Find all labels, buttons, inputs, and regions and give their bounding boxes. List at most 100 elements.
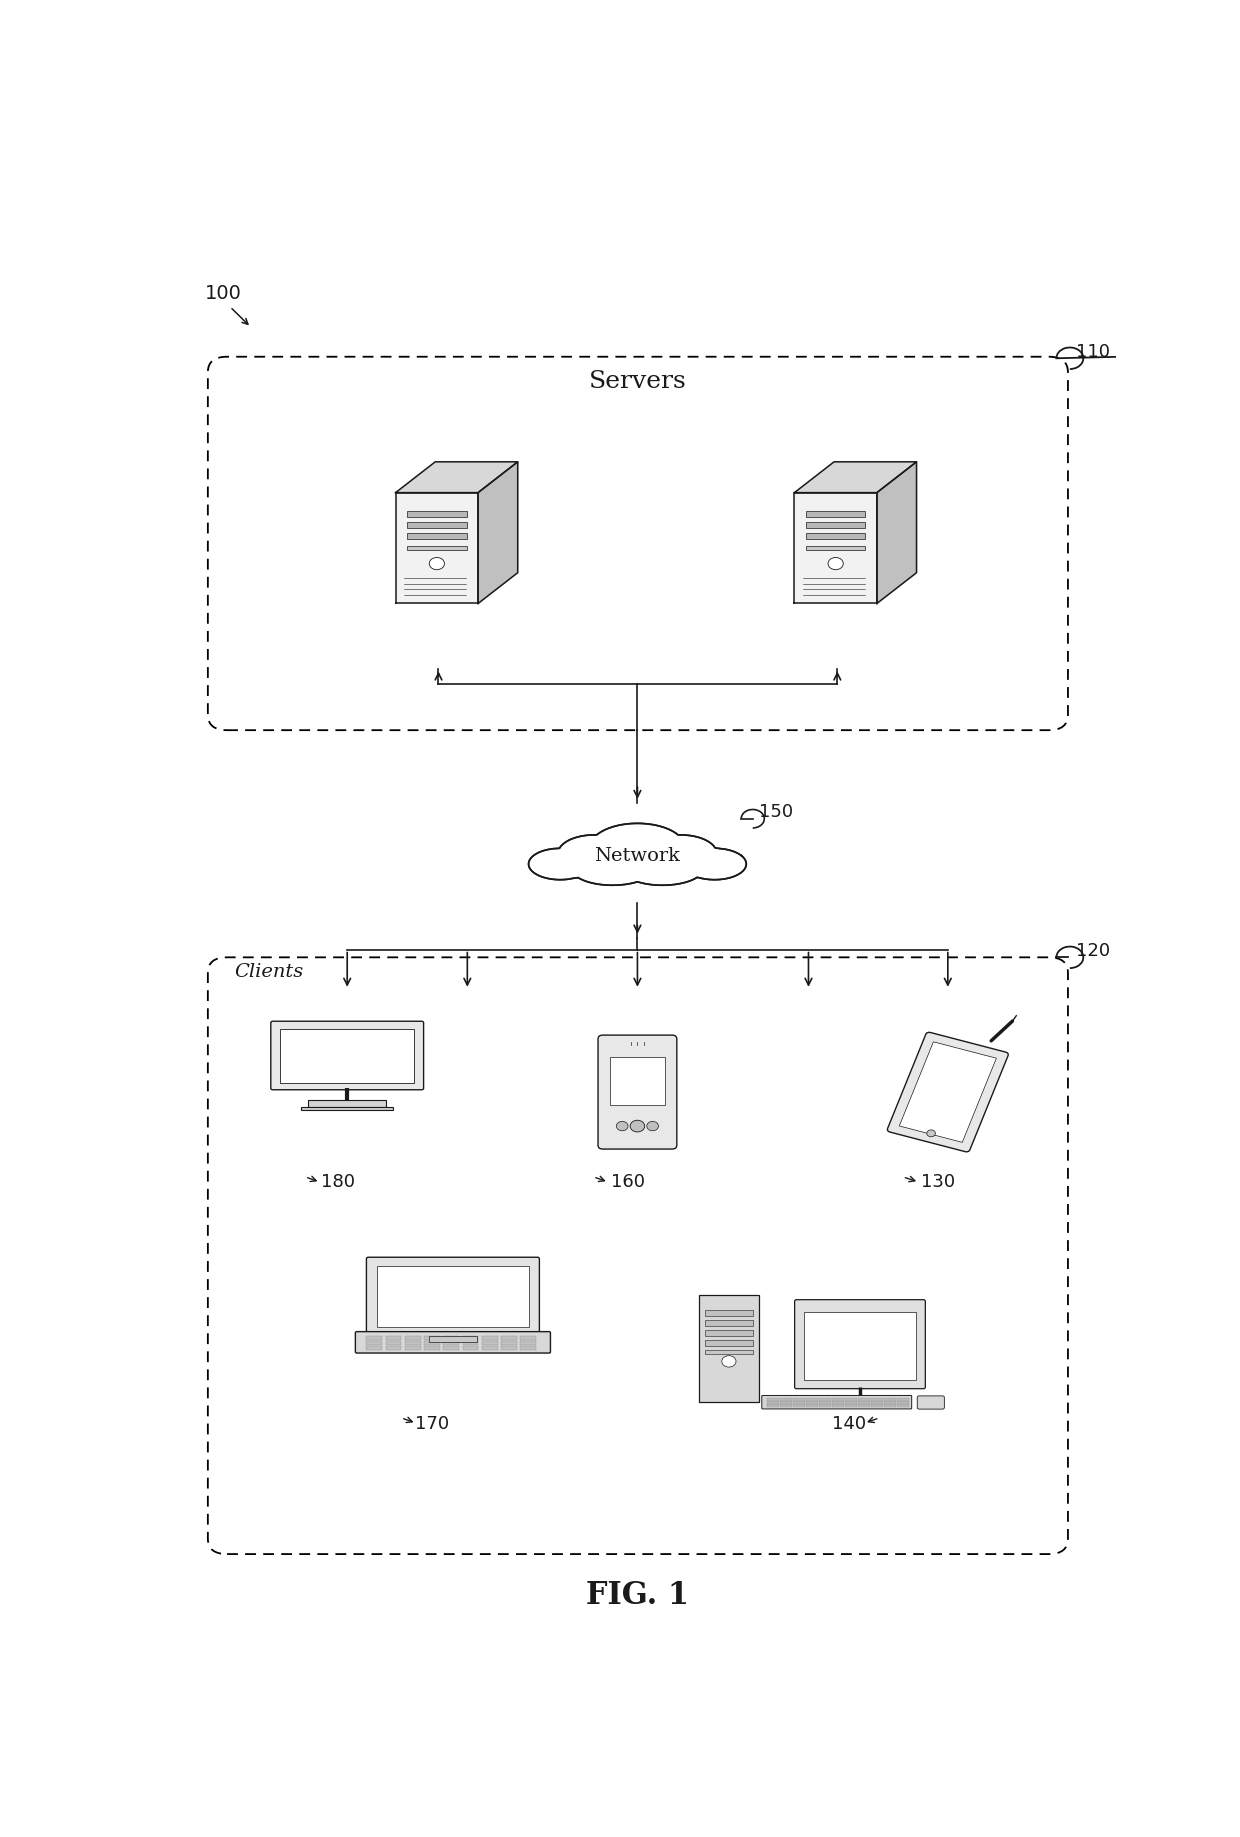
Bar — [407, 546, 466, 551]
Bar — [706, 1310, 753, 1315]
Text: 100: 100 — [205, 285, 242, 303]
Bar — [780, 1398, 792, 1400]
Bar — [429, 1335, 477, 1343]
Bar — [482, 1335, 497, 1339]
Bar — [482, 1347, 497, 1350]
Bar — [521, 1347, 536, 1350]
Bar — [367, 1341, 382, 1345]
Polygon shape — [795, 461, 916, 492]
Text: 110: 110 — [1075, 344, 1110, 360]
Bar — [820, 1403, 831, 1407]
Bar — [424, 1335, 440, 1339]
Text: 130: 130 — [921, 1172, 955, 1190]
Bar — [820, 1402, 831, 1403]
Text: Clients: Clients — [234, 963, 303, 981]
Bar — [898, 1403, 909, 1407]
Bar — [386, 1335, 402, 1339]
Bar — [501, 1335, 517, 1339]
Bar — [501, 1341, 517, 1345]
Text: 180: 180 — [321, 1172, 355, 1190]
Bar — [706, 1330, 753, 1335]
Circle shape — [926, 1130, 935, 1137]
Text: FIG. 1: FIG. 1 — [587, 1580, 689, 1611]
Circle shape — [616, 1121, 627, 1132]
Bar — [899, 1042, 997, 1143]
Bar — [424, 1347, 440, 1350]
Bar — [872, 1403, 883, 1407]
Bar — [706, 1341, 753, 1347]
Bar — [846, 1402, 857, 1403]
Ellipse shape — [572, 852, 653, 885]
Bar — [820, 1398, 831, 1400]
FancyBboxPatch shape — [918, 1396, 945, 1409]
Bar — [884, 1403, 897, 1407]
Bar — [463, 1347, 479, 1350]
Bar — [872, 1398, 883, 1400]
Bar — [858, 1403, 870, 1407]
Bar — [444, 1335, 459, 1339]
Bar — [806, 1398, 818, 1400]
Bar — [806, 546, 866, 551]
Circle shape — [647, 1121, 658, 1132]
Bar — [377, 1266, 529, 1326]
Bar — [825, 1396, 895, 1402]
Bar — [463, 1341, 479, 1345]
Bar — [407, 533, 466, 540]
Ellipse shape — [621, 852, 703, 885]
Bar — [407, 522, 466, 527]
Bar — [768, 1403, 779, 1407]
Bar — [806, 522, 866, 527]
Bar — [610, 1056, 665, 1104]
FancyBboxPatch shape — [761, 1396, 911, 1409]
Bar — [832, 1403, 844, 1407]
FancyBboxPatch shape — [598, 1034, 677, 1150]
Bar — [768, 1398, 779, 1400]
Bar — [780, 1402, 792, 1403]
Polygon shape — [479, 461, 518, 604]
Text: Network: Network — [594, 847, 681, 865]
Polygon shape — [795, 492, 877, 604]
Text: Servers: Servers — [589, 369, 686, 393]
Bar — [367, 1347, 382, 1350]
Bar — [884, 1398, 897, 1400]
Text: 160: 160 — [611, 1172, 645, 1190]
Bar — [706, 1350, 753, 1354]
FancyBboxPatch shape — [270, 1021, 424, 1089]
Bar — [386, 1347, 402, 1350]
Text: 170: 170 — [414, 1414, 449, 1433]
FancyBboxPatch shape — [795, 1301, 925, 1389]
Bar — [706, 1321, 753, 1326]
Circle shape — [722, 1356, 737, 1367]
Circle shape — [630, 1121, 645, 1132]
Bar — [463, 1335, 479, 1339]
Bar — [386, 1341, 402, 1345]
Ellipse shape — [528, 849, 591, 880]
Bar — [846, 1398, 857, 1400]
Polygon shape — [877, 461, 916, 604]
Bar — [482, 1341, 497, 1345]
Bar — [872, 1402, 883, 1403]
Bar — [444, 1347, 459, 1350]
Ellipse shape — [683, 849, 746, 880]
Bar — [806, 1403, 818, 1407]
Bar — [521, 1335, 536, 1339]
Circle shape — [429, 557, 444, 569]
Bar — [832, 1402, 844, 1403]
Circle shape — [828, 557, 843, 569]
Bar — [424, 1341, 440, 1345]
Bar — [367, 1335, 382, 1339]
Text: 150: 150 — [759, 803, 792, 821]
Bar — [309, 1100, 386, 1106]
FancyBboxPatch shape — [356, 1332, 551, 1354]
Bar — [806, 1402, 818, 1403]
Bar — [806, 511, 866, 516]
Bar — [407, 511, 466, 516]
Bar — [898, 1402, 909, 1403]
Bar — [404, 1347, 420, 1350]
Text: 140: 140 — [832, 1414, 866, 1433]
Bar — [768, 1402, 779, 1403]
Ellipse shape — [590, 823, 684, 871]
Bar — [521, 1341, 536, 1345]
Bar — [780, 1403, 792, 1407]
Ellipse shape — [645, 834, 717, 873]
